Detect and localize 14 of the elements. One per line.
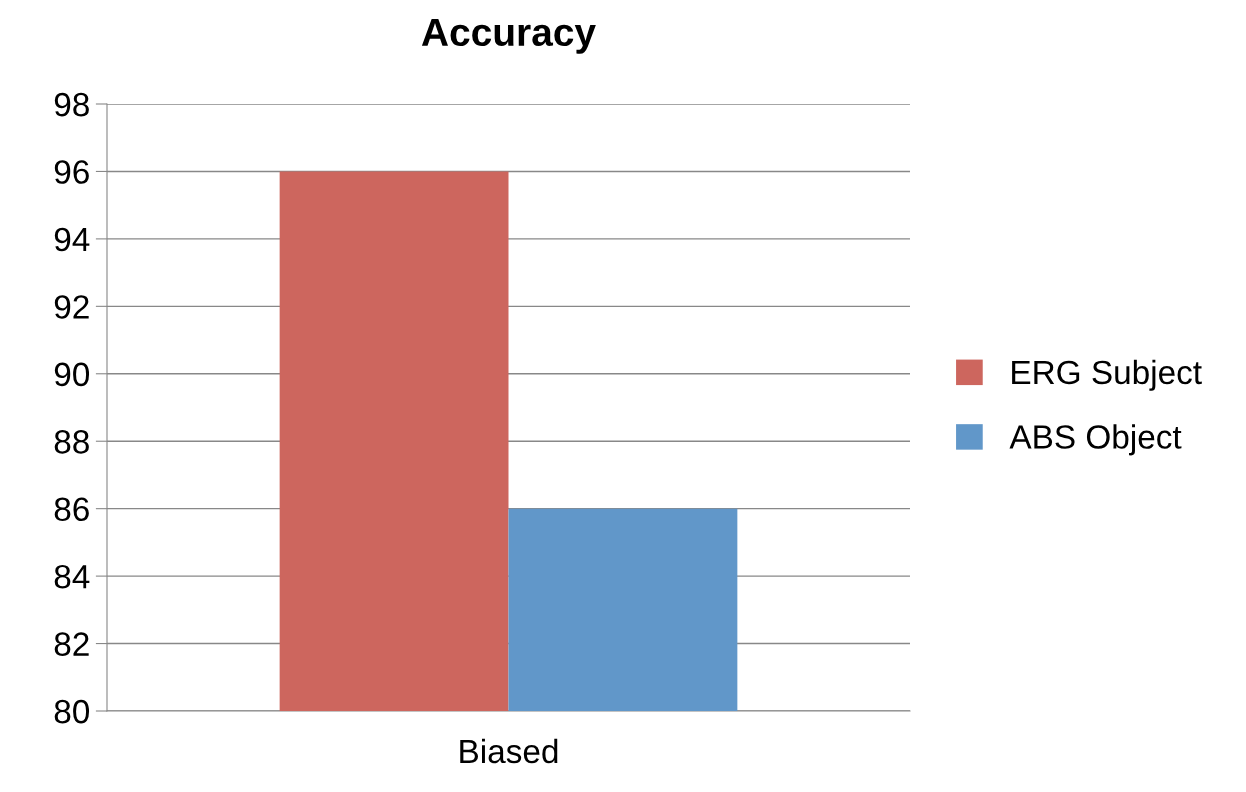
y-tick-label: 88 [54,430,89,454]
y-tick-label: 90 [54,362,90,387]
y-tick-label: 98 [54,92,89,117]
legend-label: ERG Subject [1012,359,1202,391]
y-tick-label: 80 [54,699,90,724]
y-tick-label: 96 [54,160,89,184]
y-tick-label: 84 [54,564,90,589]
legend-label: ABS Object [1009,424,1182,456]
y-tick-label: 86 [54,497,89,522]
x-tick-label: Biased [460,738,558,764]
y-tick-label: 82 [54,632,89,656]
y-tick-label: 94 [54,227,90,252]
y-tick-label: 92 [54,295,89,319]
chart-title: Accuracy [421,18,596,54]
